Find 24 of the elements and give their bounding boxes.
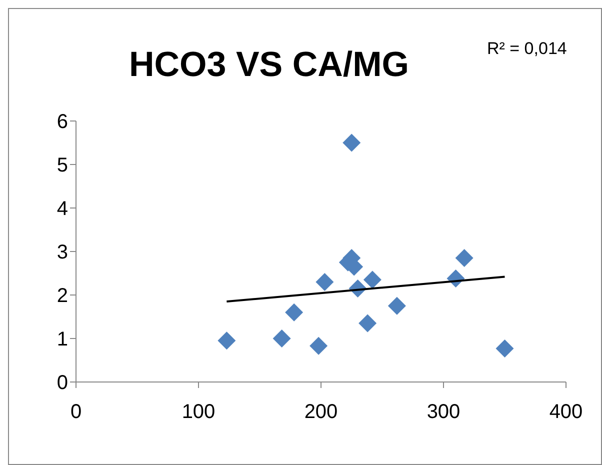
x-tick-label: 300 <box>426 401 460 424</box>
y-tick-label: 6 <box>56 111 68 134</box>
x-tick-label: 100 <box>182 401 216 424</box>
x-tick-label: 400 <box>549 401 583 424</box>
point <box>316 272 334 291</box>
y-tick-label: 1 <box>56 328 68 351</box>
point <box>455 249 474 268</box>
point <box>272 330 291 348</box>
point <box>388 296 406 315</box>
point <box>342 134 361 152</box>
y-tick-label: 0 <box>56 372 68 394</box>
y-tick-label: 5 <box>56 154 68 177</box>
chart-title: HCO3 VS CA/MG <box>129 45 410 85</box>
y-tick-label: 4 <box>56 198 68 220</box>
x-tick-label: 200 <box>304 401 338 424</box>
point <box>310 336 328 355</box>
y-tick-label: 2 <box>56 285 68 308</box>
point <box>285 303 304 322</box>
point <box>218 332 236 350</box>
point <box>358 314 377 332</box>
text: R² = 0,014 <box>487 39 567 59</box>
y-tick-label: 3 <box>56 242 68 264</box>
point <box>496 340 514 358</box>
point <box>363 270 382 289</box>
